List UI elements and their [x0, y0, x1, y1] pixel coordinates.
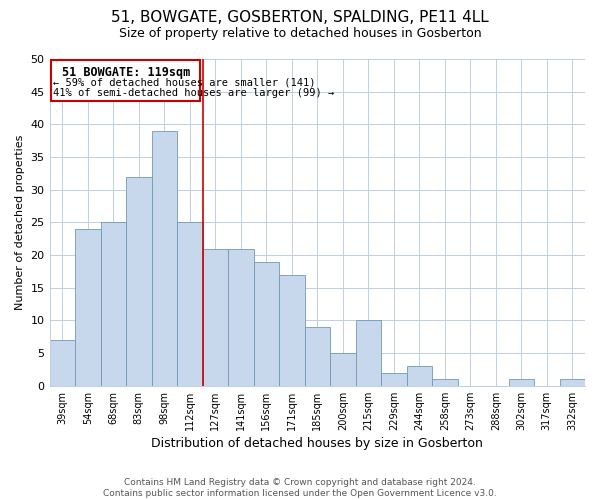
X-axis label: Distribution of detached houses by size in Gosberton: Distribution of detached houses by size …	[151, 437, 483, 450]
Bar	[330, 353, 356, 386]
Bar	[50, 340, 75, 386]
Text: 51 BOWGATE: 119sqm: 51 BOWGATE: 119sqm	[62, 66, 190, 78]
Bar	[152, 131, 177, 386]
Bar	[407, 366, 432, 386]
Bar	[228, 248, 254, 386]
Bar	[254, 262, 279, 386]
Text: ← 59% of detached houses are smaller (141): ← 59% of detached houses are smaller (14…	[53, 78, 316, 88]
Text: 51, BOWGATE, GOSBERTON, SPALDING, PE11 4LL: 51, BOWGATE, GOSBERTON, SPALDING, PE11 4…	[111, 10, 489, 25]
Bar	[432, 380, 458, 386]
Text: Contains HM Land Registry data © Crown copyright and database right 2024.
Contai: Contains HM Land Registry data © Crown c…	[103, 478, 497, 498]
Bar	[560, 380, 585, 386]
Bar	[381, 372, 407, 386]
Bar	[305, 327, 330, 386]
FancyBboxPatch shape	[51, 60, 200, 102]
Bar	[279, 274, 305, 386]
Bar	[203, 248, 228, 386]
Bar	[509, 380, 534, 386]
Bar	[101, 222, 126, 386]
Text: 41% of semi-detached houses are larger (99) →: 41% of semi-detached houses are larger (…	[53, 88, 335, 98]
Bar	[356, 320, 381, 386]
Bar	[126, 176, 152, 386]
Y-axis label: Number of detached properties: Number of detached properties	[15, 134, 25, 310]
Text: Size of property relative to detached houses in Gosberton: Size of property relative to detached ho…	[119, 28, 481, 40]
Bar	[177, 222, 203, 386]
Bar	[75, 229, 101, 386]
